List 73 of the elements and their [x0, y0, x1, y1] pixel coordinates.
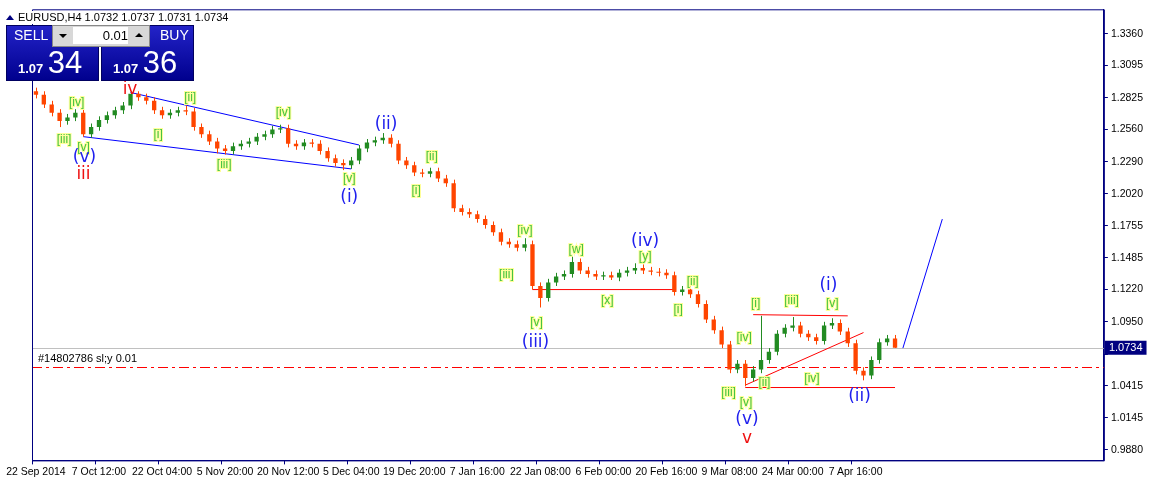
y-tick-label: 1.1485	[1110, 250, 1144, 263]
annotation: [i]	[673, 302, 683, 317]
annotation: [ii]	[686, 274, 699, 289]
x-tick-label: 24 Mar 00:00	[761, 464, 824, 477]
annotation: [w]	[568, 241, 584, 256]
x-tick-label: 9 Mar 08:00	[701, 464, 758, 477]
annotation: v	[741, 427, 753, 448]
y-tick-label: 1.0950	[1110, 314, 1144, 327]
annotation: [y]	[638, 248, 652, 263]
ref-line-label: #14802786 sl;y 0.01	[38, 352, 138, 365]
annotation: [iv]	[517, 223, 533, 238]
y-tick-label: 0.9880	[1110, 442, 1144, 455]
annotation: 34	[47, 45, 83, 80]
annotation: 1.07	[113, 61, 139, 76]
y-tick-label: 1.3360	[1110, 26, 1144, 39]
annotation: [i]	[411, 182, 421, 197]
annotation: (v)	[735, 408, 759, 429]
annotation: BUY	[160, 27, 189, 43]
annotation: [v]	[739, 394, 753, 409]
x-tick-label: 20 Nov 12:00	[256, 464, 320, 477]
annotation: (iv)	[631, 230, 660, 251]
annotation: [iv]	[275, 105, 291, 120]
annotation: [iii]	[216, 157, 232, 172]
annotation: [iv]	[69, 95, 85, 110]
annotation: iv	[122, 78, 138, 99]
annotation: [ii]	[425, 149, 438, 164]
annotation: [ii]	[758, 374, 771, 389]
annotation: iii	[76, 163, 91, 184]
annotation: [iii]	[56, 131, 72, 146]
x-tick-label: 7 Jan 16:00	[449, 464, 505, 477]
annotation: [v]	[826, 296, 839, 311]
x-tick-label: 6 Feb 00:00	[575, 464, 632, 477]
annotation: (iii)	[521, 330, 550, 351]
x-tick-label: 19 Dec 20:00	[383, 464, 446, 477]
chart-title: EURUSD,H4 1.0732 1.0737 1.0731 1.0734	[18, 11, 229, 24]
y-tick-label: 1.0145	[1110, 410, 1144, 423]
y-tick-label: 1.1755	[1110, 218, 1144, 231]
annotation: (i)	[340, 185, 359, 206]
annotation: [iii]	[721, 384, 736, 399]
annotation: 1.07	[18, 61, 44, 76]
annotation: [v]	[342, 171, 356, 186]
x-tick-label: 7 Oct 12:00	[71, 464, 127, 477]
annotation: [iv]	[804, 370, 820, 385]
annotation: [ii]	[184, 90, 197, 105]
y-tick-label: 1.2020	[1110, 186, 1144, 199]
annotation: [x]	[600, 293, 614, 308]
annotation: 0.01	[73, 27, 128, 44]
annotation: [iii]	[499, 266, 514, 281]
ref-line-label: 1.0734	[1108, 340, 1143, 353]
annotation: [iii]	[784, 293, 799, 308]
annotation: (ii)	[848, 384, 871, 405]
x-tick-label: 7 Apr 16:00	[828, 464, 883, 477]
x-tick-label: 22 Sep 2014	[6, 464, 66, 477]
x-tick-label: 22 Jan 08:00	[510, 464, 571, 477]
x-tick-label: 5 Nov 20:00	[196, 464, 254, 477]
y-tick-label: 1.2825	[1110, 90, 1144, 103]
annotation: [iv]	[736, 329, 752, 344]
y-tick-label: 1.0415	[1110, 378, 1144, 391]
x-tick-label: 5 Dec 04:00	[322, 464, 380, 477]
annotation: [v]	[530, 314, 543, 329]
y-tick-label: 1.3095	[1110, 58, 1144, 71]
annotation: [i]	[153, 126, 163, 141]
annotation: (ii)	[374, 112, 398, 133]
annotation: [i]	[751, 296, 761, 311]
lot-size-field: 0.01	[52, 25, 150, 47]
y-tick-label: 1.1220	[1110, 282, 1144, 295]
y-tick-label: 1.2560	[1110, 122, 1144, 135]
x-tick-label: 22 Oct 04:00	[131, 464, 193, 477]
x-tick-label: 20 Feb 16:00	[635, 464, 698, 477]
annotation: 36	[142, 45, 178, 80]
y-tick-label: 1.2290	[1110, 154, 1144, 167]
annotation: (i)	[819, 274, 838, 295]
annotation: SELL	[14, 27, 49, 43]
